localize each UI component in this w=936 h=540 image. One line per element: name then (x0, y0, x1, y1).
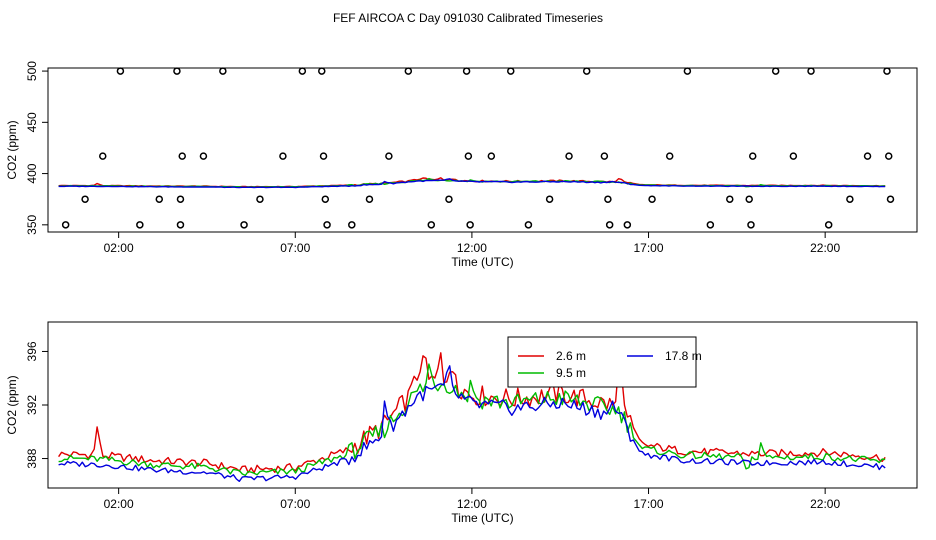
bottom-chart: 02:00 07:00 12:00 17:00 22:00 388 392 396 Time (… (5, 321, 918, 525)
top-x-tick-label: 22:00 (810, 241, 840, 255)
calibration-point (726, 195, 734, 203)
bottom-x-tick-label: 02:00 (104, 497, 134, 511)
bottom-series-9-5m (58, 363, 886, 477)
calibration-point (99, 152, 107, 160)
calibration-point (464, 152, 473, 160)
calibration-point (136, 221, 144, 229)
calibration-point (319, 152, 328, 160)
top-y-tick-label: 350 (25, 214, 39, 234)
figure-title: FEF AIRCOA C Day 091030 Calibrated Times… (333, 11, 603, 25)
calibration-point (318, 67, 326, 75)
calibration-point (385, 152, 393, 160)
calibration-point (298, 67, 307, 75)
calibration-point (256, 195, 264, 203)
calibration-point (466, 221, 474, 229)
calibration-point (886, 195, 895, 203)
calibration-point (427, 221, 436, 229)
calibration-point (178, 152, 186, 160)
calibration-point (116, 67, 125, 75)
calibration-point (846, 195, 854, 203)
calibration-point (824, 221, 833, 229)
bottom-frame (47, 321, 918, 489)
top-series-17-8m (58, 178, 886, 189)
bottom-series-2-6m (58, 352, 886, 474)
calibration-point (605, 221, 614, 229)
calibration-point (745, 195, 753, 203)
top-chart: 02:00 07:00 12:00 17:00 22:00 350 400 450 500 Tim… (5, 61, 918, 269)
calibration-point (884, 152, 893, 160)
top-y-axis-label: CO2 (ppm) (5, 120, 19, 179)
calibration-point (462, 67, 471, 75)
calibration-point (155, 195, 164, 203)
top-x-axis-label: Time (UTC) (451, 255, 513, 269)
calibration-point (279, 152, 287, 160)
calibration-point (321, 195, 330, 203)
top-x-tick-label: 17:00 (634, 241, 664, 255)
calibration-point (81, 195, 89, 203)
calibration-point (365, 195, 374, 203)
top-series-2-6m (58, 177, 886, 188)
bottom-y-axis-label: CO2 (ppm) (5, 375, 19, 434)
calibration-point (240, 221, 248, 229)
top-x-tick-label: 07:00 (280, 241, 310, 255)
bottom-x-tick-label: 07:00 (280, 497, 310, 511)
legend: 2.6 m 9.5 m 17.8 m (507, 336, 702, 388)
top-y-tick-label: 450 (25, 112, 39, 132)
calibration-point (565, 152, 573, 160)
calibration-point (404, 67, 413, 75)
bottom-series-17-8m (58, 365, 886, 482)
calibration-point (648, 195, 656, 203)
top-x-tick-label: 02:00 (104, 241, 134, 255)
legend-label-1: 9.5 m (556, 366, 586, 380)
calibration-point (545, 195, 554, 203)
calibration-point (863, 152, 872, 160)
calibration-point (771, 67, 780, 75)
calibration-point (219, 67, 227, 75)
calibration-point (323, 221, 331, 229)
calibration-point (600, 152, 609, 160)
bottom-x-tick-label: 17:00 (634, 497, 664, 511)
calibration-point (683, 67, 692, 75)
calibration-point (789, 152, 798, 160)
calibration-point (582, 67, 591, 75)
bottom-x-tick-label: 22:00 (810, 497, 840, 511)
bottom-x-axis-label: Time (UTC) (451, 511, 513, 525)
calibration-point (883, 67, 891, 75)
legend-box (507, 336, 697, 388)
calibration-point (507, 67, 515, 75)
legend-label-0: 2.6 m (556, 349, 586, 363)
calibration-point (706, 221, 715, 229)
calibration-point (665, 152, 674, 160)
calibration-point (524, 221, 533, 229)
bottom-y-tick-label: 392 (25, 395, 39, 415)
calibration-point (487, 152, 496, 160)
bottom-y-tick-label: 388 (25, 448, 39, 468)
calibration-point (176, 221, 185, 229)
top-y-tick-label: 500 (25, 61, 39, 81)
calibration-point (747, 221, 755, 229)
bottom-x-tick-label: 12:00 (457, 497, 487, 511)
bottom-y-tick-label: 396 (25, 341, 39, 361)
top-x-tick-label: 12:00 (457, 241, 487, 255)
top-frame (47, 67, 918, 233)
calibration-point (604, 195, 612, 203)
calibration-point (807, 67, 815, 75)
legend-label-2: 17.8 m (665, 349, 702, 363)
calibration-point (176, 195, 185, 203)
calibration-point (173, 67, 181, 75)
top-y-tick-label: 400 (25, 163, 39, 183)
calibration-point (348, 221, 356, 229)
calibration-point (748, 152, 757, 160)
calibration-point (61, 221, 70, 229)
calibration-point (623, 221, 632, 229)
calibration-point (445, 195, 453, 203)
calibration-point (199, 152, 208, 160)
